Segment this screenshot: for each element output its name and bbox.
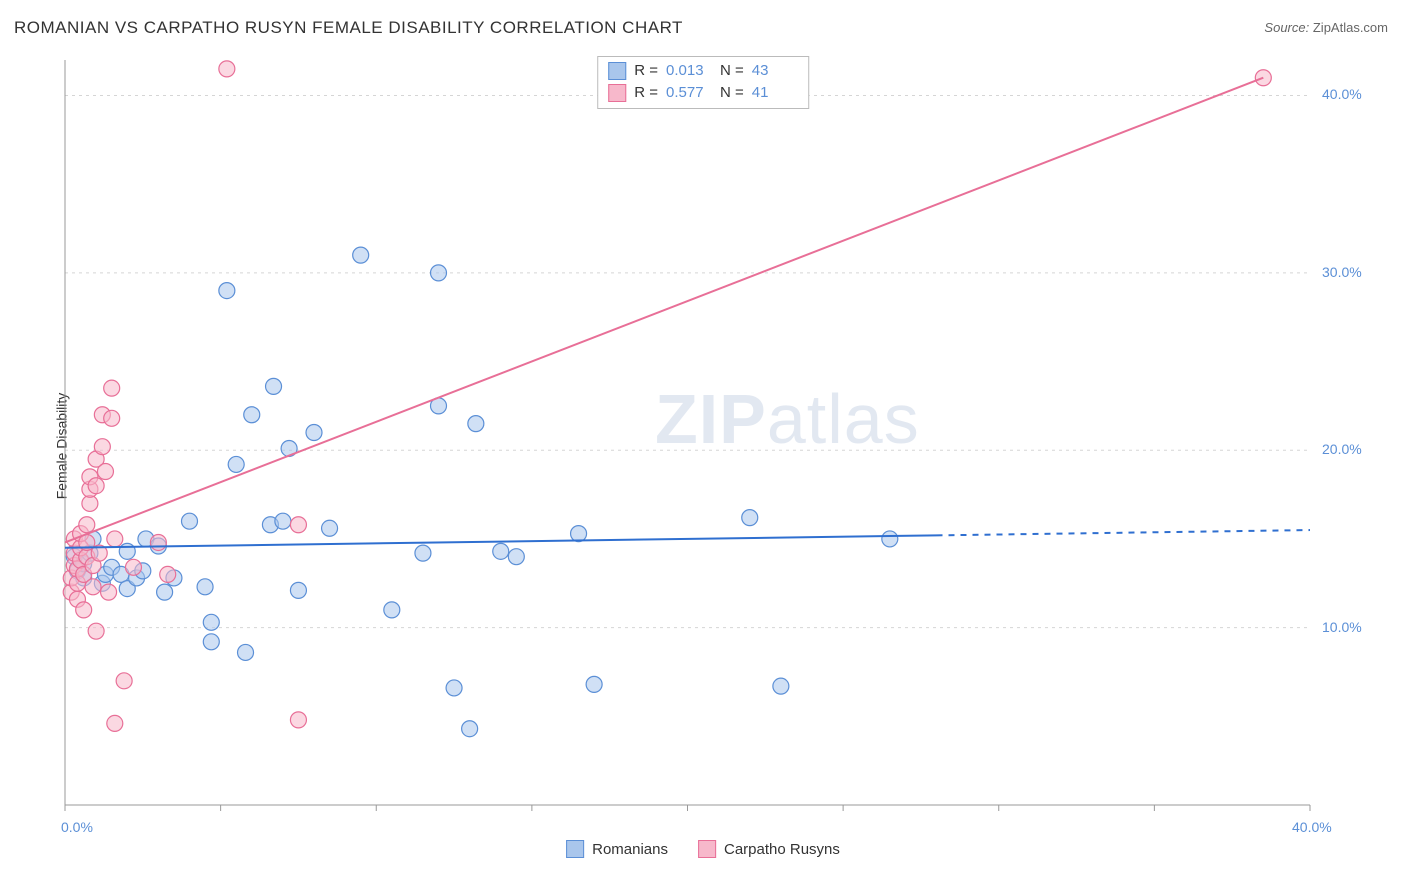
scatter-plot	[60, 55, 1370, 835]
chart-title: ROMANIAN VS CARPATHO RUSYN FEMALE DISABI…	[14, 18, 683, 38]
r-value: 0.577	[666, 82, 712, 104]
bottom-legend: Romanians Carpatho Rusyns	[566, 840, 840, 858]
swatch-romanians	[608, 62, 626, 80]
r-label: R =	[634, 60, 658, 82]
swatch-carpatho	[698, 840, 716, 858]
n-value: 41	[752, 82, 798, 104]
source-attribution: Source: ZipAtlas.com	[1264, 20, 1388, 35]
n-value: 43	[752, 60, 798, 82]
swatch-romanians	[566, 840, 584, 858]
stats-legend-box: R = 0.013 N = 43 R = 0.577 N = 41	[597, 56, 809, 109]
r-value: 0.013	[666, 60, 712, 82]
n-label: N =	[720, 60, 744, 82]
legend-item-romanians: Romanians	[566, 840, 668, 858]
stats-row-carpatho: R = 0.577 N = 41	[608, 82, 798, 104]
source-label: Source:	[1264, 20, 1309, 35]
legend-item-carpatho: Carpatho Rusyns	[698, 840, 840, 858]
chart-svg	[60, 55, 1370, 835]
legend-label: Romanians	[592, 841, 668, 858]
legend-label: Carpatho Rusyns	[724, 841, 840, 858]
source-value: ZipAtlas.com	[1313, 20, 1388, 35]
swatch-carpatho	[608, 84, 626, 102]
stats-row-romanians: R = 0.013 N = 43	[608, 60, 798, 82]
r-label: R =	[634, 82, 658, 104]
n-label: N =	[720, 82, 744, 104]
